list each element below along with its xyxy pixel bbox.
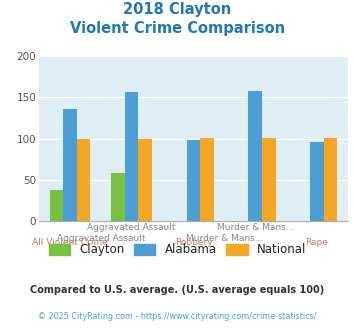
Text: 2018 Clayton: 2018 Clayton [124,2,231,16]
Text: Robbery: Robbery [175,238,212,247]
Text: All Violent Crime: All Violent Crime [32,238,108,247]
Bar [310,142,324,221]
Bar [262,138,275,221]
Bar [77,139,90,221]
Text: © 2025 CityRating.com - https://www.cityrating.com/crime-statistics/: © 2025 CityRating.com - https://www.city… [38,312,317,321]
Legend: Clayton, Alabama, National: Clayton, Alabama, National [44,239,311,261]
Text: Murder & Mans...: Murder & Mans... [186,234,263,243]
Bar [200,138,214,221]
Bar [111,173,125,221]
Text: Rape: Rape [306,238,328,247]
Text: Murder & Mans...: Murder & Mans... [217,223,294,232]
Bar [324,138,337,221]
Bar [125,91,138,221]
Text: Compared to U.S. average. (U.S. average equals 100): Compared to U.S. average. (U.S. average … [31,285,324,295]
Bar [138,139,152,221]
Bar [187,140,200,221]
Bar [50,190,63,221]
Bar [248,91,262,221]
Text: Aggravated Assault: Aggravated Assault [87,223,176,232]
Text: Aggravated Assault: Aggravated Assault [56,234,145,243]
Bar [63,109,77,221]
Text: Violent Crime Comparison: Violent Crime Comparison [70,21,285,36]
